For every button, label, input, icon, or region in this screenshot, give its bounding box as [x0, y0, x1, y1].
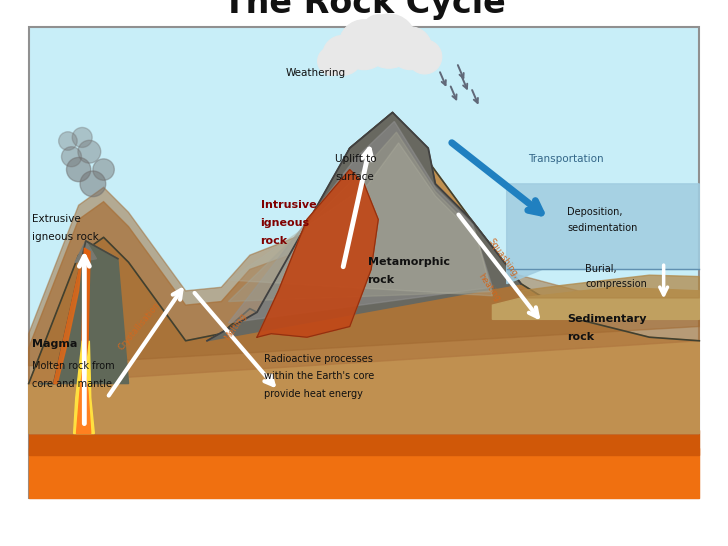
Text: Uplift to: Uplift to: [336, 154, 377, 164]
Circle shape: [363, 15, 394, 46]
Polygon shape: [74, 341, 95, 434]
Text: rock: rock: [261, 236, 288, 246]
Text: igneous: igneous: [261, 218, 309, 228]
Polygon shape: [492, 287, 700, 319]
Circle shape: [408, 40, 442, 74]
Text: rock: rock: [368, 275, 395, 285]
Circle shape: [317, 47, 347, 75]
Polygon shape: [28, 187, 700, 366]
Text: Molten rock from: Molten rock from: [32, 361, 115, 371]
Polygon shape: [28, 430, 700, 455]
Polygon shape: [28, 287, 700, 405]
Text: sedimentation: sedimentation: [567, 223, 638, 233]
Polygon shape: [81, 248, 90, 384]
Text: The Rock Cycle: The Rock Cycle: [223, 0, 505, 20]
Text: Deposition,: Deposition,: [567, 207, 623, 217]
Text: Transportation: Transportation: [528, 154, 604, 164]
Polygon shape: [28, 201, 700, 384]
Polygon shape: [207, 112, 521, 341]
Circle shape: [72, 127, 92, 147]
Polygon shape: [521, 275, 700, 298]
Polygon shape: [28, 312, 700, 434]
Text: compression: compression: [585, 278, 647, 289]
Polygon shape: [54, 255, 82, 384]
Text: heating: heating: [476, 271, 502, 303]
Text: Extrusive: Extrusive: [32, 215, 81, 224]
Polygon shape: [229, 121, 492, 323]
Circle shape: [93, 159, 114, 180]
Circle shape: [362, 14, 416, 68]
Text: Squashing,: Squashing,: [486, 237, 521, 281]
Circle shape: [80, 171, 106, 197]
Polygon shape: [75, 241, 97, 262]
Circle shape: [339, 20, 389, 70]
Polygon shape: [28, 448, 700, 498]
Circle shape: [61, 147, 82, 167]
Circle shape: [323, 35, 363, 75]
Text: Crystallisation: Crystallisation: [116, 301, 162, 352]
Text: Magma: Magma: [32, 340, 78, 349]
Polygon shape: [229, 143, 492, 296]
Circle shape: [66, 157, 91, 182]
Circle shape: [78, 140, 100, 163]
Circle shape: [59, 132, 77, 150]
Text: core and mantle: core and mantle: [32, 378, 112, 389]
Text: Burial,: Burial,: [585, 264, 617, 275]
Text: surface: surface: [336, 171, 374, 182]
Polygon shape: [257, 170, 379, 337]
Text: rock: rock: [567, 332, 595, 342]
Text: Melting: Melting: [223, 311, 248, 342]
Text: Metamorphic: Metamorphic: [368, 257, 450, 268]
Circle shape: [389, 27, 432, 70]
Text: Weathering: Weathering: [285, 68, 346, 78]
Text: within the Earth's core: within the Earth's core: [264, 371, 374, 382]
Text: provide heat energy: provide heat energy: [264, 389, 363, 399]
Polygon shape: [507, 184, 700, 284]
Text: Sedimentary: Sedimentary: [567, 314, 647, 324]
Text: igneous rock: igneous rock: [32, 233, 99, 242]
Text: Radioactive processes: Radioactive processes: [264, 354, 373, 364]
Polygon shape: [229, 132, 492, 301]
Polygon shape: [28, 112, 700, 434]
Bar: [28, 27, 700, 498]
Polygon shape: [39, 241, 129, 384]
Polygon shape: [76, 362, 91, 434]
Text: Intrusive: Intrusive: [261, 200, 316, 210]
